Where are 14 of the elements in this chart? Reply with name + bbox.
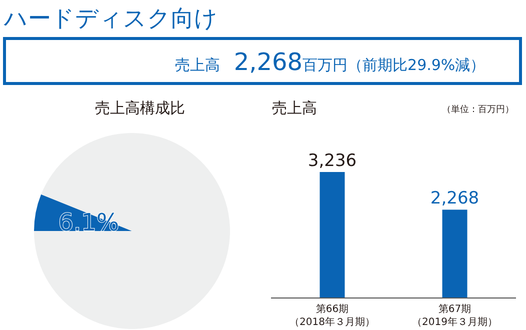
chart-title: 売上高: [272, 99, 317, 117]
text: （単位：百万円）: [442, 104, 514, 115]
text: （前期比29.9%減）: [348, 56, 486, 74]
text: 2,268: [234, 48, 303, 76]
data-label: 3,236: [308, 151, 357, 171]
text: 売上高: [174, 56, 220, 74]
chart-title: 売上高構成比: [95, 99, 185, 117]
text: ハードディスク向け: [3, 6, 218, 32]
data-label: 2,268: [430, 188, 480, 209]
x-tick-label: 第66期（2018年３月期）: [290, 303, 375, 328]
data-label: 6.1%: [58, 208, 120, 237]
text: 百万円: [302, 56, 348, 74]
pie-slice: [34, 133, 230, 329]
x-tick-label: 第67期（2019年３月期）: [412, 303, 498, 328]
